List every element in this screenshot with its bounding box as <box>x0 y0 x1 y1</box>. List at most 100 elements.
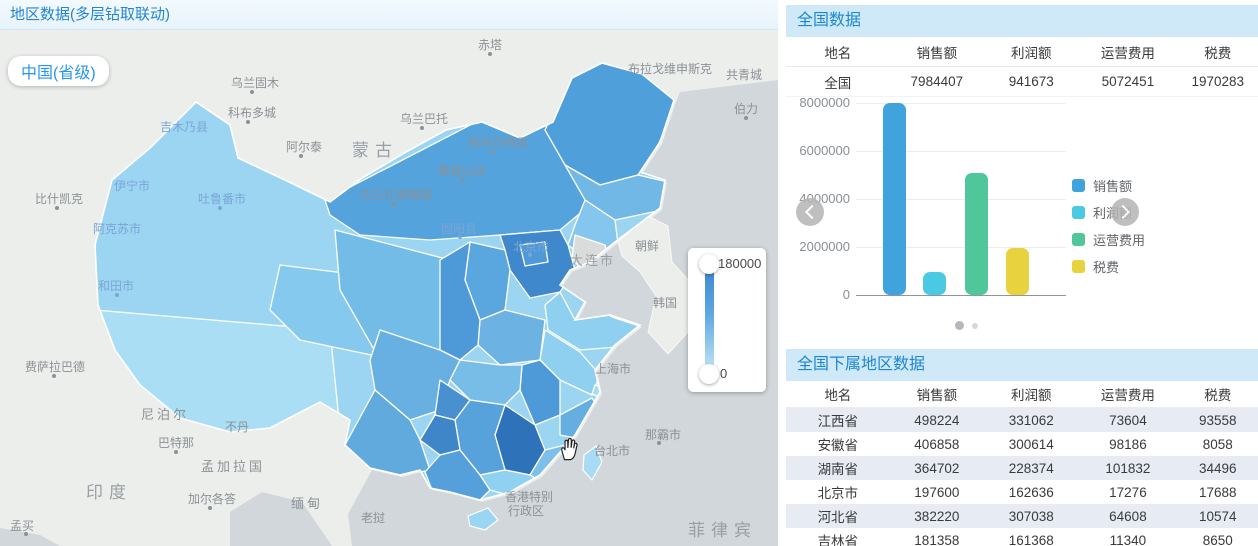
city-dot <box>657 441 661 445</box>
chevron-right-icon <box>1115 204 1131 220</box>
regions-data-panel: 全国下属地区数据 地名 销售额 利润额 运营费用 税费 江西省 498224 3… <box>786 349 1258 546</box>
cell: 安徽省 <box>817 438 859 453</box>
cell: 8650 <box>1202 532 1233 546</box>
cell: 228374 <box>984 456 1079 480</box>
cell: 181358 <box>914 532 960 546</box>
col-header: 税费 <box>1177 381 1258 408</box>
hand-cursor-icon <box>561 437 578 461</box>
cell: 300614 <box>1008 436 1054 452</box>
table-row-hebei[interactable]: 河北省 382220 307038 64608 10574 <box>786 504 1258 528</box>
chevron-left-icon <box>804 204 820 220</box>
legend-min-value: 0 <box>720 366 728 381</box>
china-choropleth-map[interactable] <box>0 30 778 546</box>
legend-label: 运营费用 <box>1093 233 1146 248</box>
legend-item-sales[interactable]: 销售额 <box>1072 176 1145 195</box>
cell: 江西省 <box>786 407 890 432</box>
bar-sales[interactable] <box>883 103 906 295</box>
y-tick: 8000000 <box>799 95 850 110</box>
col-header: 运营费用 <box>1078 37 1178 67</box>
pagination-dot-active[interactable] <box>954 321 964 330</box>
table-row-beijing[interactable]: 北京市 197600 162636 17276 17688 <box>786 480 1258 504</box>
cell: 8058 <box>1202 436 1233 452</box>
legend-item-opex[interactable]: 运营费用 <box>1072 230 1145 249</box>
table-row-jilin[interactable]: 吉林省 181358 161368 11340 8650 <box>786 528 1258 546</box>
cell: 64608 <box>1078 504 1178 528</box>
city-dot <box>491 150 495 154</box>
bar-tax[interactable] <box>1006 248 1029 295</box>
city-dot <box>392 202 396 206</box>
cell: 197600 <box>914 484 960 500</box>
table-row: 全国 7984407 941673 5072451 1970283 <box>786 66 1258 97</box>
city-dot <box>528 253 532 257</box>
legend-handle-max slider-handle-icon[interactable] <box>699 254 719 274</box>
province-beijing[interactable] <box>519 241 549 267</box>
city-dot <box>420 126 424 130</box>
cell: 382220 <box>889 504 985 528</box>
province-guangxi[interactable] <box>424 449 491 500</box>
bar-profit[interactable] <box>923 272 946 295</box>
col-header: 销售额 <box>889 37 985 67</box>
cell: 7984407 <box>889 66 985 97</box>
col-header: 利润额 <box>984 381 1079 408</box>
carousel-pagination <box>786 317 1146 335</box>
cell: 10574 <box>1177 504 1258 528</box>
cell: 406858 <box>914 436 960 452</box>
city-dot <box>744 116 748 120</box>
city-dot <box>218 206 222 210</box>
chart-plot-area <box>856 103 1066 296</box>
cell: 331062 <box>984 407 1079 432</box>
col-header: 地名 <box>786 381 890 408</box>
legend-swatch <box>1072 260 1085 273</box>
chart-legend: 销售额 利润额 运营费用 税费 <box>1072 176 1145 284</box>
china-outline <box>94 62 675 501</box>
y-tick: 0 <box>842 287 850 302</box>
bar-opex[interactable] <box>965 173 988 295</box>
cell: 34496 <box>1177 456 1258 480</box>
table-header-row: 地名 销售额 利润额 运营费用 税费 <box>786 37 1258 67</box>
carousel-prev-button[interactable] <box>796 198 824 226</box>
cell: 98186 <box>1109 436 1147 452</box>
legend-item-tax[interactable]: 税费 <box>1072 257 1145 276</box>
cell: 湖南省 <box>786 456 890 480</box>
col-header: 地名 <box>786 37 890 67</box>
national-data-panel: 全国数据 地名 销售额 利润额 运营费用 税费 全国 7984407 94167… <box>786 5 1258 337</box>
table-header-row: 地名 销售额 利润额 运营费用 税费 <box>786 381 1258 408</box>
city-dot <box>488 52 492 56</box>
y-tick: 6000000 <box>799 143 850 158</box>
city-dot <box>174 450 178 454</box>
legend-handle-min slider-handle-icon[interactable] <box>699 364 719 384</box>
regions-table: 地名 销售额 利润额 运营费用 税费 江西省 498224 331062 736… <box>786 381 1258 546</box>
cell: 161368 <box>1008 532 1054 546</box>
city-dot <box>246 120 250 124</box>
right-column: 全国数据 地名 销售额 利润额 运营费用 税费 全国 7984407 94167… <box>786 0 1258 546</box>
table-row-jiangxi[interactable]: 江西省 498224 331062 73604 93558 <box>786 407 1258 432</box>
province-hubei[interactable] <box>449 359 523 406</box>
map-legend-card: 180000 0 <box>688 248 766 392</box>
cell: 73604 <box>1078 407 1178 432</box>
legend-max-value: 180000 <box>718 256 762 271</box>
cell: 17688 <box>1198 484 1237 500</box>
cell: 162636 <box>1008 484 1054 500</box>
province-hainan[interactable] <box>467 507 499 531</box>
sea-arabian <box>0 528 60 546</box>
map-area[interactable]: 赤塔 乌兰巴托 科布多城 阿尔泰 乌兰固木 吉木乃县 蒙古 达兰扎德嘎德 赛音山… <box>0 30 778 546</box>
legend-label: 销售额 <box>1093 179 1133 194</box>
carousel-next-button[interactable] <box>1111 198 1139 226</box>
regions-panel-title: 全国下属地区数据 <box>786 349 1258 381</box>
table-row-anhui[interactable]: 安徽省 406858 300614 98186 8058 <box>786 432 1258 456</box>
national-panel-title: 全国数据 <box>786 5 1258 37</box>
city-dot <box>250 90 254 94</box>
pagination-dot[interactable] <box>971 323 978 329</box>
cell: 11340 <box>1109 532 1147 546</box>
y-tick: 2000000 <box>799 239 850 254</box>
province-taiwan[interactable] <box>582 445 603 482</box>
gridline <box>856 199 1066 200</box>
gridline <box>856 247 1066 248</box>
table-row-hunan[interactable]: 湖南省 364702 228374 101832 34496 <box>786 456 1258 480</box>
cell: 941673 <box>984 66 1079 97</box>
sea-bay-of-bengal <box>230 492 332 546</box>
col-header: 运营费用 <box>1078 381 1178 408</box>
cell: 5072451 <box>1078 66 1178 97</box>
drill-level-button[interactable]: 中国(省级) <box>8 56 109 86</box>
